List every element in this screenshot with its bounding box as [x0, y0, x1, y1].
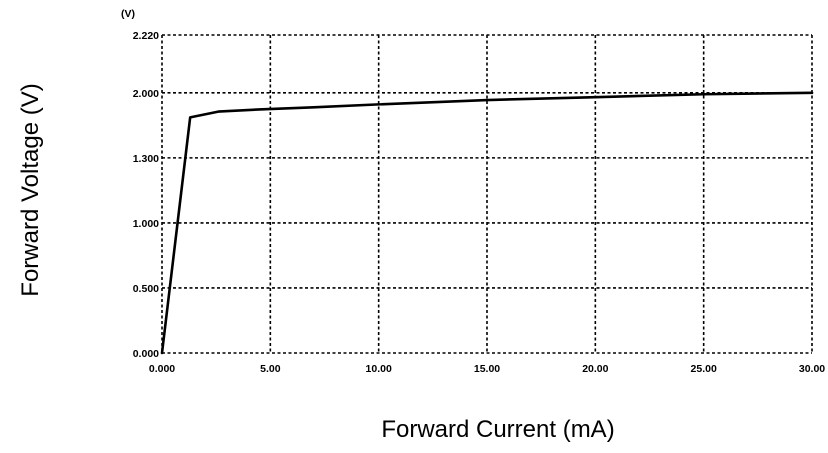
y-tick-label-0: 0.000	[133, 348, 159, 360]
y-tick-label-4: 2.000	[133, 88, 159, 100]
series-layer	[160, 91, 814, 355]
x-axis-title: Forward Current (mA)	[381, 416, 614, 443]
y-tick-label-1: 0.500	[133, 283, 159, 295]
series-line-0	[160, 91, 814, 355]
y-unit-label: (V)	[121, 8, 135, 20]
tick-labels: 0.000 5.00 10.00 15.00 20.00 25.00 30.00 0.000 0…	[133, 30, 826, 375]
x-tick-label-1: 5.00	[260, 363, 281, 375]
x-tick-label-2: 10.00	[366, 363, 392, 375]
x-tick-label-0: 0.000	[149, 363, 175, 375]
y-axis-title: Forward Voltage (V)	[17, 83, 44, 296]
y-tick-label-2: 1.000	[133, 218, 159, 230]
x-tick-label-5: 25.00	[691, 363, 717, 375]
x-tick-label-4: 20.00	[582, 363, 608, 375]
x-tick-label-6: 30.00	[799, 363, 825, 375]
y-tick-label-5: 2.220	[133, 30, 159, 42]
grid-lines	[161, 34, 813, 354]
y-tick-label-3: 1.300	[133, 153, 159, 165]
x-tick-label-3: 15.00	[474, 363, 500, 375]
